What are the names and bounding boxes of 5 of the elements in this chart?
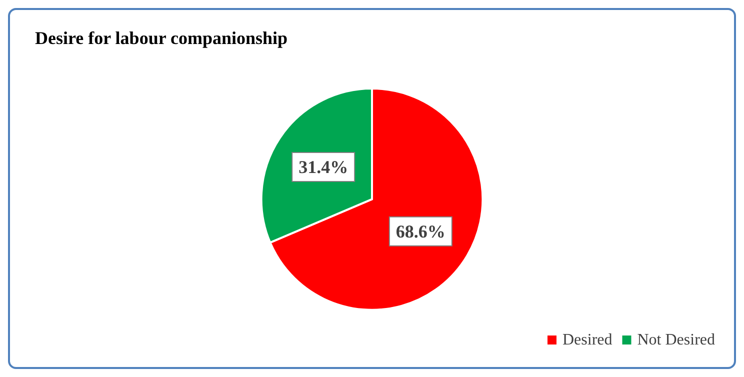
legend-label: Not Desired xyxy=(637,332,716,348)
data-label: 31.4% xyxy=(298,157,348,178)
chart-title: Desire for labour companionship xyxy=(35,28,288,48)
data-label: 68.6% xyxy=(396,221,446,242)
legend-label: Desired xyxy=(562,332,612,348)
